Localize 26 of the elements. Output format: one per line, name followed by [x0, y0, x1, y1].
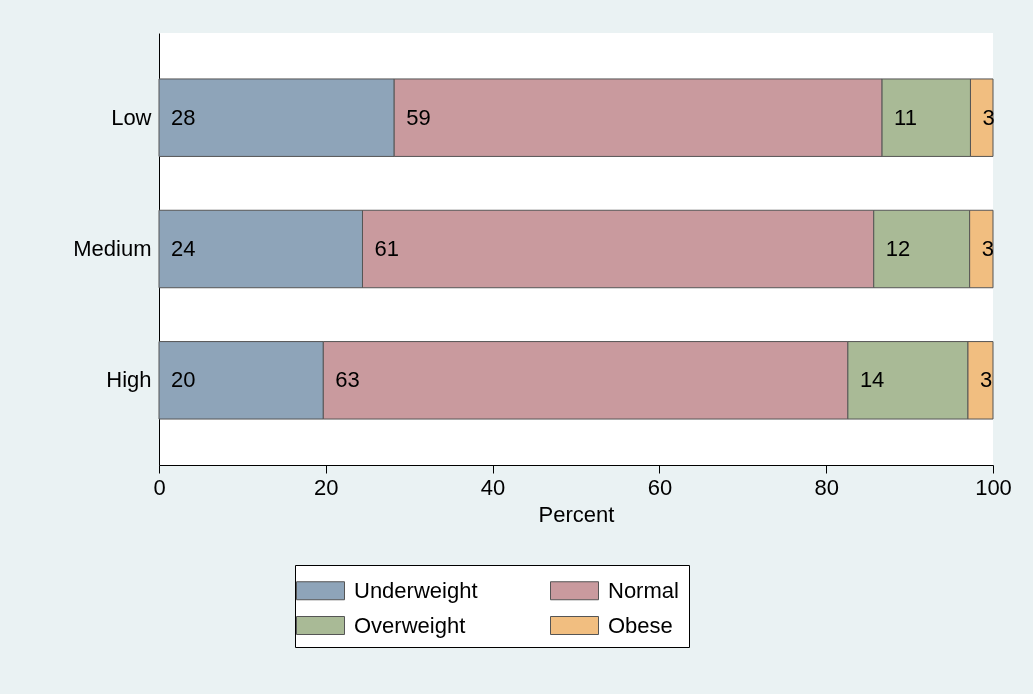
y-tick-label: Low: [111, 104, 152, 130]
data-label: 28: [171, 104, 196, 130]
data-label: 3: [979, 367, 993, 393]
x-tick-label: 80: [814, 474, 839, 500]
data-label: 12: [885, 236, 911, 261]
data-label: 59: [406, 104, 431, 130]
x-tick-label: 0: [153, 474, 166, 500]
data-label: 11: [894, 104, 917, 130]
legend-label: Underweight: [354, 577, 478, 603]
legend-label: Normal: [608, 577, 679, 603]
x-tick-label: 60: [647, 474, 673, 500]
data-label: 24: [171, 236, 196, 261]
legend-label: Obese: [608, 612, 673, 638]
x-tick-label: 20: [314, 474, 339, 500]
y-tick-label: High: [106, 367, 152, 393]
x-tick-label: 40: [480, 474, 506, 500]
x-axis-title: Percent: [538, 501, 615, 527]
legend-label: Overweight: [354, 612, 466, 638]
data-label: 3: [981, 236, 994, 261]
data-label: 3: [982, 104, 995, 130]
x-tick-label: 100: [975, 474, 1012, 500]
data-label: 20: [171, 367, 196, 393]
y-tick-label: Medium: [73, 236, 152, 261]
data-label: 63: [335, 367, 360, 393]
data-label: 14: [859, 367, 885, 393]
data-label: 61: [374, 236, 399, 261]
